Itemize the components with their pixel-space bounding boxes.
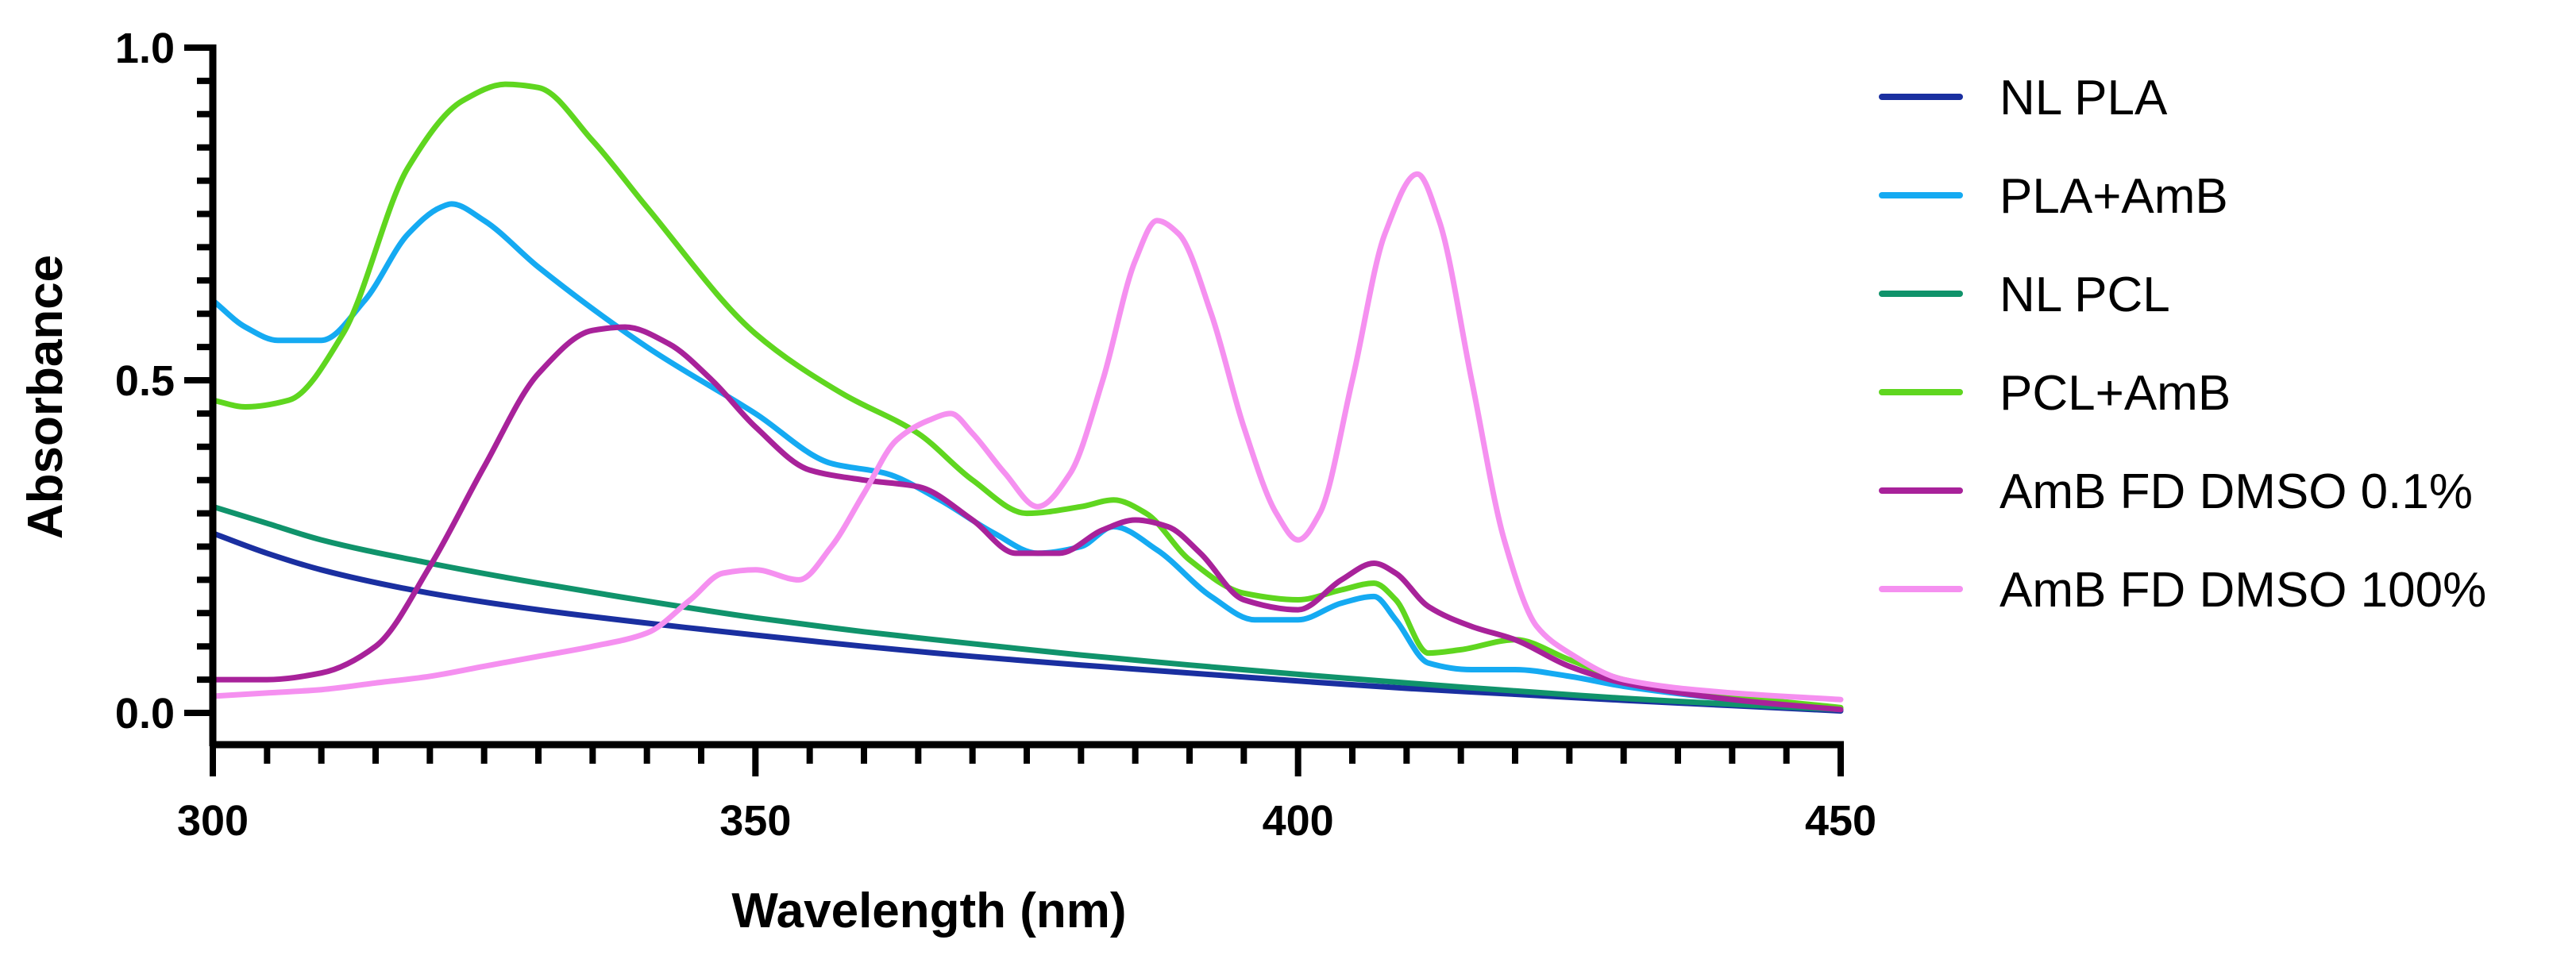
x-tick-label: 450: [1805, 797, 1876, 845]
series-line-amb-fd-dmso-0-1: [210, 324, 1844, 713]
axes-layer: [184, 44, 1844, 776]
legend-label-pcl-amb: PCL+AmB: [1999, 366, 2231, 421]
x-tick-label: 400: [1263, 797, 1334, 845]
series-line-amb-fd-dmso-100: [210, 171, 1844, 703]
y-axis-title: Absorbance: [18, 255, 73, 539]
legend-label-nl-pla: NL PLA: [1999, 71, 2168, 125]
legend-label-amb-fd-dmso-100: AmB FD DMSO 100%: [1999, 563, 2486, 618]
legend-label-nl-pcl: NL PCL: [1999, 268, 2170, 322]
x-tick-label: 300: [177, 797, 249, 845]
y-tick-label: 0.5: [115, 357, 175, 405]
series-line-nl-pla: [210, 530, 1844, 714]
x-tick-label: 350: [719, 797, 791, 845]
y-tick-label: 0.0: [115, 690, 175, 738]
data-series-layer: [210, 81, 1844, 714]
y-tick-label: 1.0: [115, 25, 175, 72]
tick-labels-layer: 300 350 400 450 0.0 0.5 1.0: [115, 25, 1876, 845]
x-axis-title: Wavelength (nm): [731, 884, 1126, 938]
legend: NL PLA PLA+AmB NL PCL PCL+AmB AmB FD DMSO 0.…: [1879, 71, 2486, 618]
series-line-pla-amb: [210, 201, 1844, 713]
legend-label-pla-amb: PLA+AmB: [1999, 169, 2228, 224]
legend-label-amb-fd-dmso-0-1: AmB FD DMSO 0.1%: [1999, 464, 2473, 519]
series-line-pcl-amb: [210, 81, 1844, 711]
